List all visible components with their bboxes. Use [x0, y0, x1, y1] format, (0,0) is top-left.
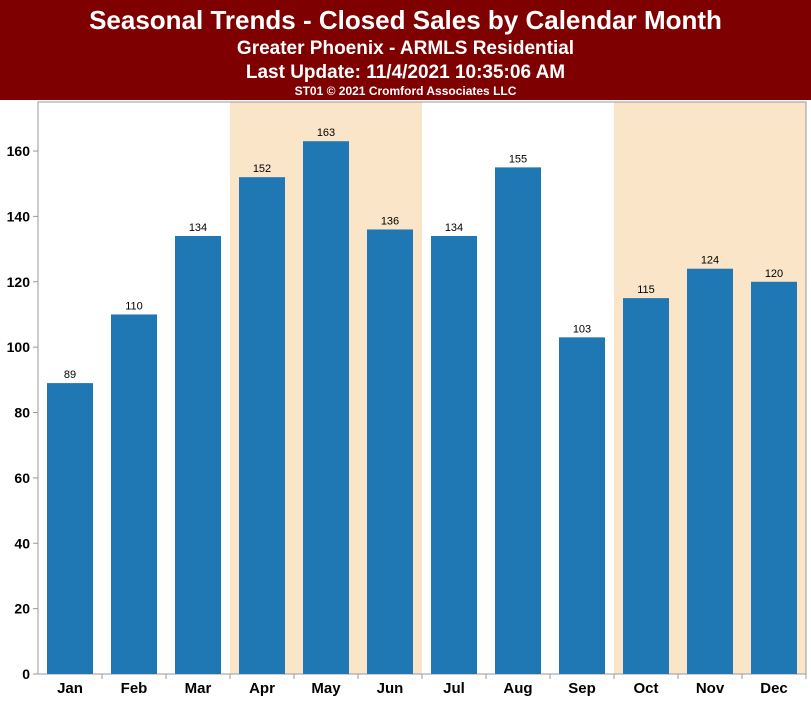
x-tick-label-jul: Jul	[443, 680, 465, 697]
x-tick-label-aug: Aug	[503, 680, 532, 697]
bar-dec	[751, 281, 797, 674]
y-tick-label: 40	[14, 535, 30, 551]
x-tick-label-jan: Jan	[57, 680, 83, 697]
bar-sep	[559, 337, 605, 674]
y-tick-label: 60	[14, 470, 30, 486]
x-tick-label-apr: Apr	[249, 680, 275, 697]
bar-feb	[111, 314, 157, 674]
x-tick-label-oct: Oct	[633, 680, 658, 697]
data-label-apr: 152	[253, 163, 271, 175]
bar-aug	[495, 167, 541, 674]
x-tick-label-may: May	[311, 680, 341, 697]
chart-subtitle: Greater Phoenix - ARMLS Residential	[236, 38, 575, 59]
data-label-aug: 155	[509, 153, 527, 165]
x-tick-label-mar: Mar	[185, 680, 212, 697]
data-label-sep: 103	[573, 323, 591, 335]
y-tick-label: 120	[7, 274, 31, 290]
copyright: ST01 © 2021 Cromford Associates LLC	[294, 84, 517, 98]
y-tick-label: 0	[22, 666, 30, 682]
data-label-jan: 89	[64, 369, 76, 381]
bar-oct	[623, 298, 669, 674]
x-tick-label-dec: Dec	[760, 680, 788, 697]
data-label-may: 163	[317, 127, 335, 139]
data-label-jun: 136	[381, 215, 399, 227]
bar-jan	[47, 383, 93, 674]
bar-jun	[367, 229, 413, 674]
last-update: Last Update: 11/4/2021 10:35:06 AM	[245, 62, 566, 83]
y-tick-label: 100	[7, 339, 31, 355]
data-label-oct: 115	[637, 284, 655, 296]
data-label-mar: 134	[189, 222, 207, 234]
bar-jul	[431, 236, 477, 675]
x-tick-label-jun: Jun	[377, 680, 404, 697]
x-tick-label-nov: Nov	[696, 680, 725, 697]
title-banner: Seasonal Trends - Closed Sales by Calend…	[0, 0, 811, 100]
x-tick-label-sep: Sep	[568, 680, 596, 697]
data-label-jul: 134	[445, 222, 463, 234]
y-tick-label: 20	[14, 601, 30, 617]
data-label-dec: 120	[765, 268, 783, 280]
data-label-feb: 110	[125, 300, 143, 312]
x-tick-label-feb: Feb	[121, 680, 148, 697]
bar-mar	[175, 236, 221, 675]
y-tick-label: 80	[14, 405, 30, 421]
bar-apr	[239, 177, 285, 675]
bar-nov	[687, 268, 733, 674]
y-tick-label: 140	[7, 208, 31, 224]
bar-may	[303, 141, 349, 675]
y-tick-label: 160	[7, 143, 31, 159]
data-label-nov: 124	[701, 255, 719, 267]
chart-title: Seasonal Trends - Closed Sales by Calend…	[89, 5, 722, 35]
